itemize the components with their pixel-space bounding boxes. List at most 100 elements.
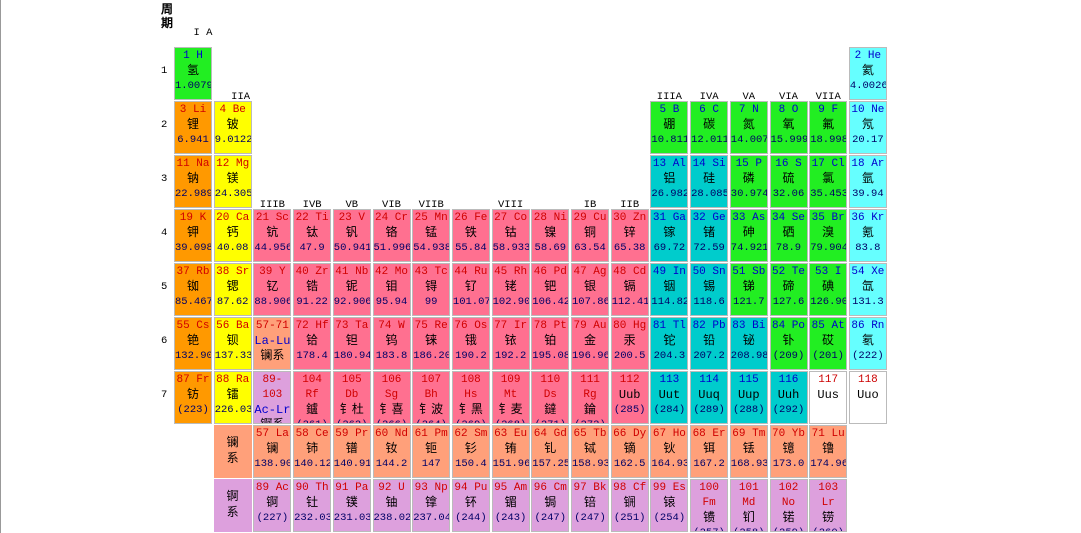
element-header: 61 Pm	[413, 427, 449, 442]
element-cell: 97 Bk 锫 (247)	[571, 479, 609, 532]
atomic-mass: (257)	[691, 526, 727, 531]
atomic-mass: 192.2	[494, 350, 527, 362]
element-cell: 99 Es 锿 (254)	[650, 479, 689, 532]
element-header: 112	[612, 373, 648, 388]
element-header: 51 Sb	[731, 265, 767, 280]
element-header: 35 Br	[810, 211, 846, 226]
element-header: 72 Hf	[294, 319, 330, 334]
element-cell: 56 Ba 钡 137.33	[213, 317, 252, 370]
atomic-number: 18	[851, 158, 865, 170]
element-name: 钛	[306, 226, 319, 240]
element-name: 氦	[861, 64, 874, 78]
atomic-mass: 127.6	[772, 296, 805, 308]
atomic-mass: (288)	[733, 404, 765, 416]
element-symbol: Po	[791, 320, 805, 332]
element-symbol: Lu	[831, 428, 845, 440]
element-symbol: Zn	[632, 212, 647, 224]
atomic-number: 51	[732, 266, 746, 278]
atomic-mass: (260)	[810, 526, 846, 531]
element-header: 92 U	[374, 481, 410, 496]
element-header: 104 Rf	[294, 373, 330, 403]
element-cell: 26 Fe 铁 55.84	[451, 209, 490, 262]
atomic-mass: 79.904	[810, 242, 848, 254]
element-name: 钴	[504, 226, 517, 240]
atomic-mass: 121.7	[733, 296, 765, 308]
element-name: 银	[583, 280, 596, 294]
element-name: 铹	[822, 511, 835, 525]
atomic-mass: 112.41	[611, 296, 649, 308]
atomic-mass: 137.33	[214, 350, 252, 362]
element-cell: 43 Tc 锝 99	[412, 263, 451, 316]
element-symbol: Tb	[593, 428, 607, 440]
element-cell: 39 Y 钇 88.906	[253, 263, 292, 316]
atomic-number: 7	[738, 104, 746, 116]
element-header: 27 Co	[493, 211, 529, 226]
atomic-number: 53	[814, 266, 829, 278]
element-header: 9 F	[810, 103, 846, 118]
element-name: 锌	[623, 226, 636, 240]
element-header: 83 Bi	[731, 319, 767, 334]
atomic-number: 111	[580, 374, 600, 386]
element-header: 114	[691, 373, 727, 388]
atomic-number: 73	[335, 320, 349, 332]
element-header: 46 Pd	[532, 265, 568, 280]
element-cell: 69 Tm 铥 168.93	[729, 425, 768, 478]
atomic-mass: (258)	[731, 526, 767, 531]
element-symbol: Uuo	[857, 388, 879, 402]
element-header: 56 Ba	[215, 319, 251, 334]
element-name: 铷	[186, 280, 199, 294]
element-name: 锶	[226, 280, 239, 294]
element-header: 70 Yb	[771, 427, 807, 442]
atomic-mass: (285)	[613, 404, 646, 416]
atomic-mass: 14.007	[730, 134, 768, 146]
element-name: 铥	[742, 442, 755, 456]
element-header: 62 Sm	[453, 427, 489, 442]
element-name: 氟	[822, 118, 835, 132]
atomic-number: 109	[500, 374, 521, 386]
element-cell: 2 He 氦 4.0026	[848, 47, 887, 100]
atomic-number: 112	[619, 374, 640, 386]
element-name: 氮	[742, 118, 755, 132]
element-symbol: B	[672, 104, 680, 116]
element-name: 镓	[663, 226, 676, 240]
element-name: 钨	[385, 334, 398, 348]
atomic-mass: 58.9332	[492, 242, 529, 254]
element-name: 钔	[742, 511, 755, 525]
atomic-number: 86	[851, 320, 865, 332]
element-symbol: Kr	[871, 212, 885, 224]
atomic-mass: 195.08	[532, 350, 570, 362]
element-symbol: Cm	[553, 482, 567, 494]
element-symbol: Y	[278, 266, 286, 278]
element-header: 102 No	[771, 481, 807, 511]
element-symbol: Cd	[632, 266, 647, 278]
atomic-mass: 28.085	[691, 188, 729, 200]
element-symbol: Pb	[712, 320, 726, 332]
atomic-number: 15	[735, 158, 749, 170]
element-cell: 12 Mg 镁 24.305	[213, 155, 252, 208]
element-header: 4 Be	[215, 103, 251, 118]
atomic-mass: (254)	[653, 512, 686, 524]
atomic-number: 11	[176, 158, 190, 170]
atomic-mass: 58.69	[534, 242, 567, 254]
element-name: 锗	[703, 226, 716, 240]
atomic-number: 58	[295, 428, 309, 440]
element-symbol: Ag	[593, 266, 607, 278]
element-header: 67 Ho	[651, 427, 687, 442]
element-symbol: Pu	[474, 482, 488, 494]
element-name: 镥	[822, 442, 835, 456]
element-symbol: Uuq	[698, 388, 720, 402]
atomic-number: 42	[374, 266, 389, 278]
atomic-number: 33	[732, 212, 746, 224]
element-cell: 95 Am 镅 (243)	[491, 479, 530, 532]
element-symbol: Am	[513, 482, 528, 494]
element-symbol: Au	[593, 320, 607, 332]
element-header: 58 Ce	[294, 427, 330, 442]
element-symbol: Ir	[513, 320, 528, 332]
atomic-mass: 69.72	[653, 242, 686, 254]
atomic-number: 117	[818, 374, 839, 386]
atomic-number: 17	[811, 158, 825, 170]
element-name: 镎	[425, 496, 438, 510]
atomic-number: 23	[338, 212, 352, 224]
atomic-number: 69	[732, 428, 746, 440]
element-symbol: Bi	[752, 320, 766, 332]
